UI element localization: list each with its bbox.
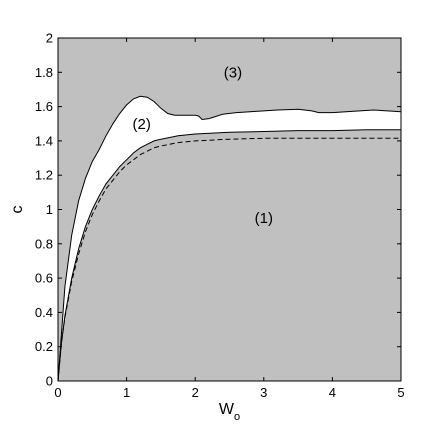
dashed-asymptote-line <box>58 137 401 381</box>
x-tick-label: 1 <box>123 385 130 400</box>
y-tick-label: 2 <box>46 31 53 46</box>
x-axis-label-main: W <box>219 401 235 418</box>
shaded-region <box>58 38 401 381</box>
region-label-2: (2) <box>133 116 151 133</box>
x-axis-label: Wo <box>219 401 240 423</box>
region-label-3: (3) <box>224 64 242 81</box>
x-axis-label-subscript: o <box>234 411 240 423</box>
x-tick-label: 0 <box>54 385 61 400</box>
y-axis-label: c <box>9 206 26 214</box>
region-labels: (1) (2) (3) <box>133 64 273 227</box>
y-tick-label: 0 <box>46 374 53 389</box>
x-axis-ticks: 0 1 2 3 4 5 <box>54 38 405 400</box>
x-tick-label: 4 <box>329 385 336 400</box>
y-axis-ticks: 0 0.2 0.4 0.6 0.8 1 1.2 1.4 1.6 1.8 2 <box>35 31 401 389</box>
x-tick-label: 5 <box>397 385 404 400</box>
y-tick-label: 1.4 <box>35 133 53 148</box>
region-label-1: (1) <box>255 210 273 227</box>
y-tick-label: 0.2 <box>35 339 53 354</box>
y-tick-label: 0.8 <box>35 236 53 251</box>
y-tick-label: 0.6 <box>35 271 53 286</box>
region-2-band <box>58 96 401 381</box>
y-tick-label: 1.8 <box>35 65 53 80</box>
x-tick-label: 3 <box>260 385 267 400</box>
upper-boundary-line <box>58 95 401 381</box>
plot-area <box>58 38 401 381</box>
y-tick-label: 1.2 <box>35 168 53 183</box>
x-tick-label: 2 <box>192 385 199 400</box>
lower-boundary-line <box>58 129 401 381</box>
y-tick-label: 1 <box>46 202 53 217</box>
y-tick-label: 0.4 <box>35 305 53 320</box>
y-tick-label: 1.6 <box>35 99 53 114</box>
